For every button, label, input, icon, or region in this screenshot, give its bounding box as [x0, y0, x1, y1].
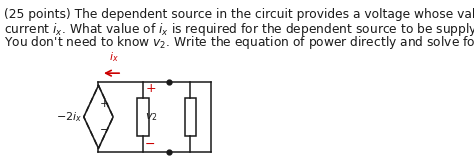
- Text: (25 points) The dependent source in the circuit provides a voltage whose value d: (25 points) The dependent source in the …: [4, 8, 474, 21]
- Text: $v_2$: $v_2$: [145, 111, 157, 123]
- Text: +: +: [100, 99, 109, 109]
- Text: You don't need to know $v_2$. Write the equation of power directly and solve for: You don't need to know $v_2$. Write the …: [4, 34, 474, 51]
- Text: current $i_x$. What value of $i_x$ is required for the dependent source to be su: current $i_x$. What value of $i_x$ is re…: [4, 21, 474, 38]
- Text: +: +: [145, 82, 156, 95]
- Bar: [184, 98, 196, 136]
- Bar: [137, 98, 149, 136]
- Text: $-2i_x$: $-2i_x$: [56, 110, 82, 124]
- Text: −: −: [100, 125, 109, 135]
- Text: $i_x$: $i_x$: [109, 50, 119, 64]
- Text: −: −: [145, 138, 155, 150]
